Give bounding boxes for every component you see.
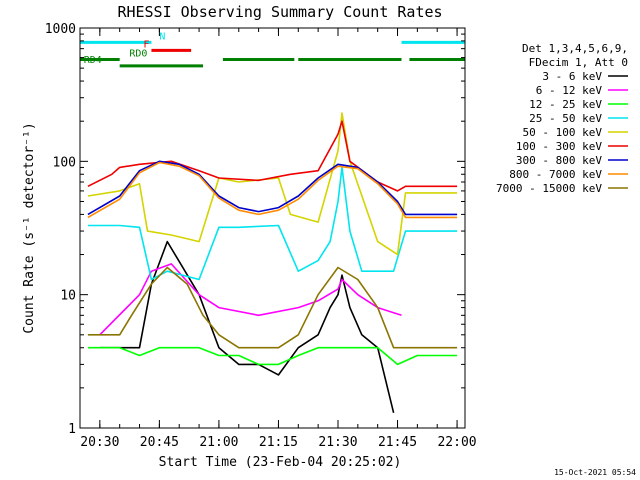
x-tick-label-1: 20:30 (80, 435, 119, 450)
legend-label-3: 12 - 25 keV (529, 98, 602, 111)
footer-timestamp: 15-Oct-2021 05:54 (554, 468, 636, 477)
legend-label-2: 6 - 12 keV (536, 84, 603, 97)
y-axis-label: Count Rate (s⁻¹ detector⁻¹) (22, 122, 37, 333)
series-line-9 (87, 266, 458, 349)
series-line-5 (87, 112, 458, 256)
x-tick-label-7: 22:00 (437, 435, 476, 450)
series-line-7 (87, 160, 458, 216)
legend-label-4: 25 - 50 keV (529, 112, 602, 125)
legend-title-line-1: Det 1,3,4,5,6,9, (522, 42, 628, 55)
flag-label-n: N (159, 31, 165, 42)
x-tick-label-5: 21:30 (318, 435, 357, 450)
legend-label-1: 3 - 6 keV (542, 70, 602, 83)
flag-label-rd0: RD0 (129, 49, 147, 60)
axes: 20:30 20:45 21:00 21:15 21:30 21:45 22:00 1 10 10… (45, 22, 477, 450)
legend: Det 1,3,4,5,6,9,FDecim 1, Att 03 - 6 keV… (496, 42, 628, 195)
series-line-2 (99, 263, 402, 336)
legend-label-5: 50 - 100 keV (523, 126, 603, 139)
series-line-4 (87, 166, 458, 281)
flag-label-rd4: RD4 (84, 55, 102, 66)
y-tick-label-4: 1000 (45, 22, 76, 37)
legend-title-line-2: FDecim 1, Att 0 (529, 56, 628, 69)
x-tick-label-4: 21:15 (259, 435, 298, 450)
x-tick-label-6: 21:45 (378, 435, 417, 450)
chart-title: RHESSI Observing Summary Count Rates (117, 3, 442, 21)
x-tick-label-2: 20:45 (140, 435, 179, 450)
legend-label-7: 300 - 800 keV (516, 154, 602, 167)
legend-label-9: 7000 - 15000 keV (496, 182, 602, 195)
legend-label-6: 100 - 300 keV (516, 140, 602, 153)
y-tick-label-1: 1 (68, 422, 76, 437)
x-axis-label: Start Time (23-Feb-04 20:25:02) (159, 455, 402, 470)
y-tick-label-2: 10 (60, 289, 76, 304)
series-line-3 (87, 346, 458, 366)
series-line-1 (99, 240, 395, 413)
legend-label-8: 800 - 7000 keV (509, 168, 602, 181)
series-line-6 (87, 120, 458, 192)
x-tick-label-3: 21:00 (199, 435, 238, 450)
series-line-8 (87, 161, 458, 219)
flag-label-f: F (143, 39, 149, 50)
y-tick-label-3: 100 (53, 155, 76, 170)
plot-frame (79, 27, 466, 429)
